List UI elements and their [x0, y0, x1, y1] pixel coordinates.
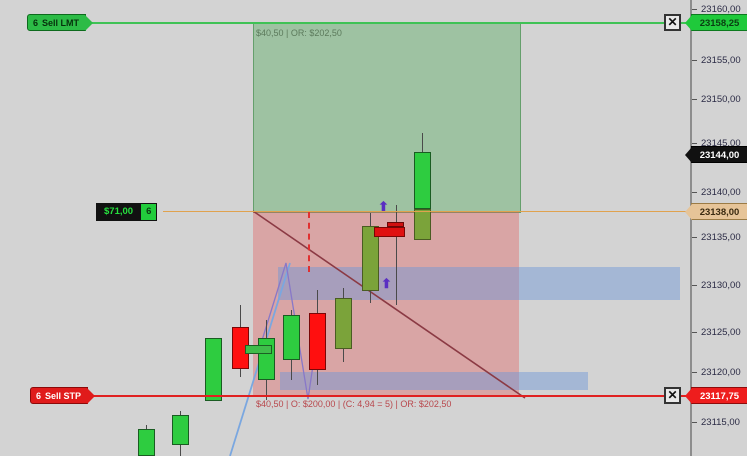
axis-tick: 23125,00 — [692, 326, 747, 340]
axis-tick-label: 23155,00 — [701, 55, 741, 66]
pnl-box[interactable]: $71,00 6 — [96, 203, 158, 221]
bottom-annotation: $40,50 | O: $200,00 | (C: 4,94 = 5) | OR… — [256, 399, 452, 409]
sell-stop-qty: 6 — [36, 391, 42, 401]
profit-target-zone[interactable] — [253, 23, 521, 213]
axis-tick: 23160,00 — [692, 3, 747, 17]
axis-tick-label: 23120,00 — [701, 367, 741, 378]
drawing-layer — [229, 210, 526, 456]
average-price-tag[interactable]: 23138,00 — [685, 203, 747, 220]
price-axis[interactable]: 23160,00 23155,00 23150,00 23145,00 2314… — [685, 0, 747, 456]
top-annotation: $40,50 | OR: $202,50 — [256, 28, 342, 38]
axis-tick-label: 23125,00 — [701, 327, 741, 338]
pnl-quantity: 6 — [140, 204, 157, 220]
sell-limit-qty: 6 — [33, 18, 39, 28]
sell-limit-line[interactable] — [90, 22, 690, 24]
axis-tick: 23140,00 — [692, 186, 747, 200]
average-price-line[interactable] — [163, 211, 690, 212]
axis-tick-label: 23160,00 — [701, 4, 741, 15]
axis-tick: 23115,00 — [692, 416, 747, 430]
candle-wick — [146, 425, 147, 431]
sell-stop-flag[interactable]: 6 Sell STP — [30, 387, 96, 404]
sell-limit-label: Sell LMT — [42, 18, 80, 28]
candle-body — [387, 222, 404, 227]
axis-tick-label: 23150,00 — [701, 94, 741, 105]
axis-tick: 23135,00 — [692, 231, 747, 245]
close-limit-order-button[interactable]: ✕ — [664, 14, 681, 31]
close-stop-order-button[interactable]: ✕ — [664, 387, 681, 404]
limit-target-price-tag[interactable]: 23158,25 — [685, 14, 747, 31]
candle-body — [283, 315, 300, 360]
candle-body — [414, 152, 431, 209]
candle-body — [172, 415, 189, 445]
candle-body — [205, 338, 222, 401]
entry-marker — [245, 345, 272, 354]
sell-stop-line[interactable] — [30, 395, 690, 397]
candle-body — [362, 226, 379, 291]
candle-body-extension — [414, 209, 431, 240]
sell-stop-label: Sell STP — [45, 391, 82, 401]
candle-wick — [396, 205, 397, 305]
value-area-band-lower — [280, 372, 588, 390]
pnl-value: $71,00 — [97, 204, 141, 220]
candle-body — [138, 429, 155, 456]
axis-tick: 23130,00 — [692, 279, 747, 293]
dashed-vertical-separator — [308, 212, 310, 272]
exit-marker — [374, 227, 405, 237]
axis-tick: 23145,00 — [692, 137, 747, 151]
axis-tick-label: 23145,00 — [701, 138, 741, 149]
axis-tick-label: 23115,00 — [701, 417, 740, 428]
axis-tick-label: 23130,00 — [701, 280, 741, 291]
sell-limit-flag[interactable]: 6 Sell LMT — [27, 14, 94, 31]
axis-tick: 23120,00 — [692, 366, 747, 380]
signal-arrow-up: ⬆ — [378, 199, 389, 214]
axis-tick: 23150,00 — [692, 93, 747, 107]
stop-price-tag[interactable]: 23117,75 — [685, 387, 747, 404]
buy-arrow-up: ⬆ — [381, 276, 392, 291]
value-area-band-upper — [278, 267, 680, 300]
axis-tick-label: 23140,00 — [701, 187, 741, 198]
axis-tick: 23155,00 — [692, 54, 747, 68]
candle-body — [335, 298, 352, 349]
chart-plot-area[interactable]: ⬆ ⬆ 6 Sell LMT 6 Sell STP $71,00 6 ✕ ✕ $40… — [0, 0, 690, 456]
last-price-tag: 23144,00 — [685, 146, 747, 163]
candle-body — [309, 313, 326, 370]
axis-tick-label: 23135,00 — [701, 232, 741, 243]
